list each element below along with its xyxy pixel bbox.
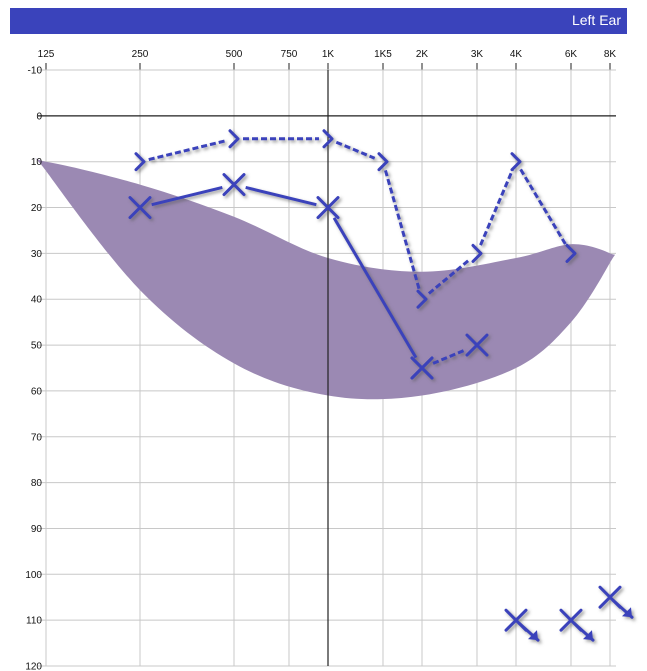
y-tick-label: 50 [31, 341, 43, 352]
x-tick-label: 125 [38, 49, 55, 60]
y-tick-label: 30 [31, 249, 43, 260]
y-tick-label: 10 [31, 157, 43, 168]
dashed-connector [336, 142, 374, 158]
y-tick-label: 120 [25, 662, 42, 671]
x-tick-label: 750 [281, 49, 298, 60]
y-tick-label: 70 [31, 432, 43, 443]
y-tick-label: 60 [31, 386, 43, 397]
x-tick-labels: 125 250 500 750 1K 1K5 2K 3K 4K 6K 8K [38, 49, 617, 60]
x-tick-label: 250 [132, 49, 149, 60]
y-tick-label: 40 [31, 295, 43, 306]
x-tick-label: 1K5 [374, 49, 392, 60]
y-tick-label: 0 [36, 111, 42, 122]
y-tick-label: 110 [26, 616, 42, 627]
normal-range-region [34, 157, 615, 399]
x-tick-label: 6K [565, 49, 578, 60]
x-tick-label: 4K [510, 49, 523, 60]
solid-connector [246, 187, 317, 204]
y-tick-label: 100 [25, 570, 42, 581]
x-tick-label: 8K [604, 49, 617, 60]
x-tick-label: 2K [416, 49, 429, 60]
y-tick-labels: -10 0 10 20 30 40 50 60 70 80 90 100 110 120 [25, 66, 42, 671]
dashed-connector [149, 141, 226, 160]
y-tick-label: 80 [31, 478, 43, 489]
x-tick-label: 3K [471, 49, 484, 60]
x-tick-label: 1K [322, 49, 335, 60]
normal-range-area [34, 157, 615, 399]
x-tick-label: 500 [226, 49, 243, 60]
y-tick-label: 90 [31, 524, 43, 535]
y-tick-label: -10 [28, 66, 43, 77]
y-tick-label: 20 [31, 203, 43, 214]
